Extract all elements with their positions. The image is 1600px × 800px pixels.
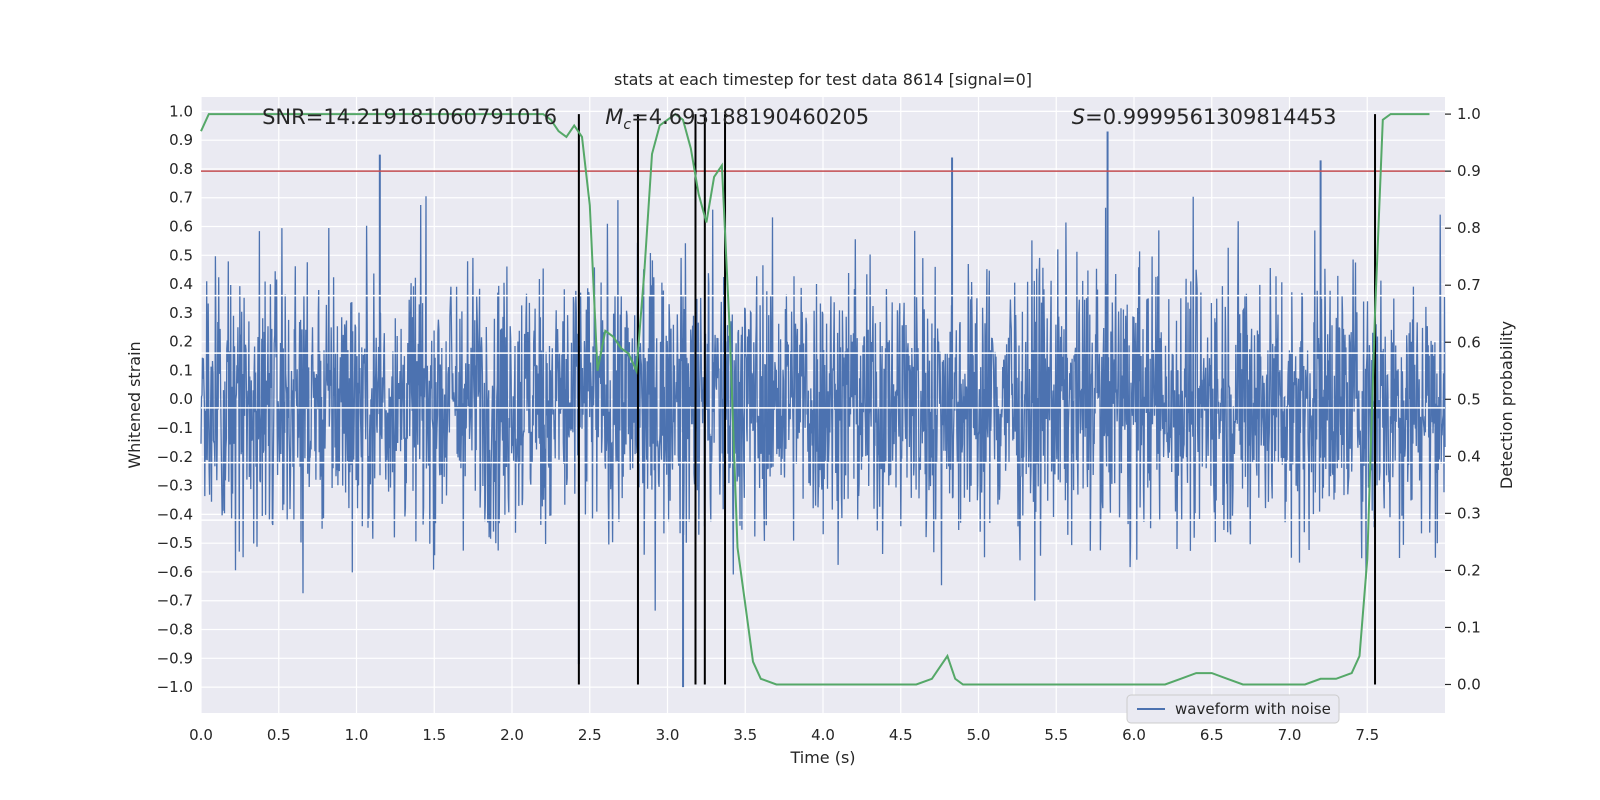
- y-left-tick-label: 0.9: [169, 131, 193, 149]
- y-left-tick-label: −0.1: [157, 419, 193, 437]
- y-right-tick-label: 1.0: [1457, 105, 1481, 123]
- y-axis-label-right: Detection probability: [1497, 321, 1516, 489]
- y-right-tick-label: 0.5: [1457, 390, 1481, 408]
- y-right-tick-label: 0.7: [1457, 276, 1481, 294]
- x-tick-label: 0.5: [267, 726, 291, 744]
- y-left-tick-label: 0.1: [169, 361, 193, 379]
- y-left-tick-label: 0.3: [169, 304, 193, 322]
- x-tick-label: 1.0: [345, 726, 369, 744]
- legend-box: [1126, 694, 1340, 724]
- y-left-tick-label: −0.8: [157, 621, 193, 639]
- y-left-tick-label: −0.5: [157, 534, 193, 552]
- y-left-tick-label: −0.2: [157, 448, 193, 466]
- y-left-tick-label: −0.9: [157, 649, 193, 667]
- y-right-tick-label: 0.1: [1457, 618, 1481, 636]
- y-left-tick-label: −0.4: [157, 505, 193, 523]
- y-left-tick-label: −1.0: [157, 678, 193, 696]
- y-right-tick-label: 0.6: [1457, 333, 1481, 351]
- y-left-tick-label: 0.8: [169, 160, 193, 178]
- white-hlines: [201, 294, 1445, 521]
- probability-line: [200, 112, 1430, 686]
- y-right-tick-label: 0.9: [1457, 162, 1481, 180]
- y-right-tick-label: 0.0: [1457, 675, 1481, 693]
- annotation-text: SNR=14.219181060791016: [262, 105, 557, 129]
- annotation-text: Mc=4.693188190460205: [605, 105, 869, 133]
- x-tick-label: 5.0: [967, 726, 991, 744]
- x-tick-label: 2.5: [578, 726, 602, 744]
- y-left-tick-label: 0.6: [169, 218, 193, 236]
- y-right-tick-label: 0.3: [1457, 504, 1481, 522]
- waveform-line: [200, 196, 1446, 611]
- annotation-symbol: M: [605, 105, 623, 129]
- y-right-tick-label: 0.4: [1457, 447, 1481, 465]
- y-left-tick-label: −0.6: [157, 563, 193, 581]
- y-right-tick-label: 0.2: [1457, 561, 1481, 579]
- y-left-tick-label: 0.4: [169, 275, 193, 293]
- x-tick-label: 3.5: [733, 726, 757, 744]
- x-tick-label: 1.5: [422, 726, 446, 744]
- x-tick-label: 6.0: [1122, 726, 1146, 744]
- y-left-tick-label: 0.5: [169, 246, 193, 264]
- x-axis-label: Time (s): [789, 748, 855, 767]
- annotation-value: =4.693188190460205: [631, 105, 869, 129]
- x-tick-label: 7.0: [1278, 726, 1302, 744]
- x-tick-label: 4.5: [889, 726, 913, 744]
- axes: 0.0 0.5 1.0 1.5 2.0 2.5 3.0 3.5 4.0 4.5 5.0 5.5 6.0 6…: [157, 102, 1481, 744]
- y-left-tick-label: −0.7: [157, 592, 193, 610]
- legend-label: waveform with noise: [1175, 700, 1331, 718]
- y-axis-label-left: Whitened strain: [125, 341, 144, 468]
- chart-title: stats at each timestep for test data 861…: [614, 70, 1032, 89]
- y-left-tick-label: 0.0: [169, 390, 193, 408]
- x-tick-label: 4.0: [811, 726, 835, 744]
- y-left-tick-label: 0.7: [169, 189, 193, 207]
- x-tick-label: 3.0: [656, 726, 680, 744]
- annotations: SNR=14.219181060791016 Mc=4.6931881904602…: [262, 105, 1336, 133]
- annotation-value: =0.9999561309814453: [1085, 105, 1336, 129]
- x-tick-label: 5.5: [1044, 726, 1068, 744]
- legend: waveform with noise: [1126, 694, 1340, 724]
- x-tick-label: 0.0: [189, 726, 213, 744]
- y-left-tick-label: 0.2: [169, 333, 193, 351]
- y-right-tick-label: 0.8: [1457, 219, 1481, 237]
- y-left-tick-label: −0.3: [157, 477, 193, 495]
- vertical-markers: [577, 114, 1377, 685]
- annotation-symbol: S: [1072, 105, 1085, 129]
- annotation-subscript: c: [623, 117, 631, 133]
- annotation-text: S=0.9999561309814453: [1072, 105, 1337, 129]
- y-left-tick-label: 1.0: [169, 102, 193, 120]
- x-tick-label: 7.5: [1355, 726, 1379, 744]
- x-tick-label: 6.5: [1200, 726, 1224, 744]
- x-tick-label: 2.0: [500, 726, 524, 744]
- probability-series: [200, 112, 1430, 686]
